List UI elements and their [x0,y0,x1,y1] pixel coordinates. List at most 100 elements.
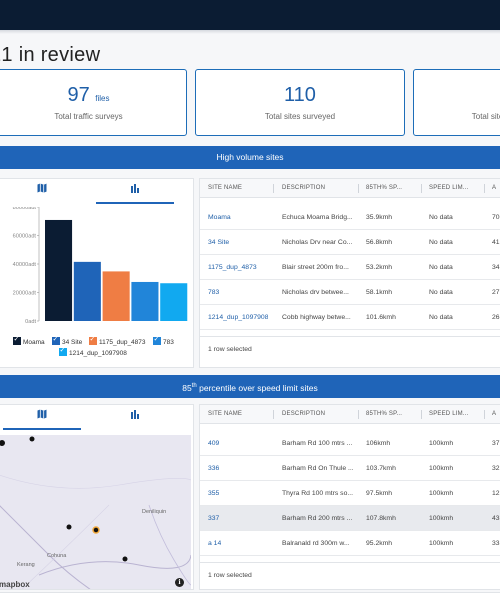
table-row[interactable]: 1175_dup_4873 Blair street 200m fro... 53.… [200,255,500,280]
column-header[interactable]: SITE NAME [208,185,243,191]
table-cell: Nicholas drv betwee... [282,289,349,296]
site-name-link[interactable]: 337 [208,515,220,522]
column-divider[interactable] [358,184,359,193]
table-cell: 34 [492,264,500,271]
legend-checkbox[interactable] [13,335,21,345]
table-cell: 56.8kmh [366,239,393,246]
column-header[interactable]: SITE NAME [208,411,243,417]
column-header[interactable]: DESCRIPTION [282,411,326,417]
bar-783[interactable] [131,281,159,321]
app-header-bar [0,0,500,30]
table-cell: 43 [492,515,500,522]
table-cell: 37 [492,440,500,447]
table-row[interactable]: 1214_dup_1097908 Cobb highway betwe... 101… [200,305,500,330]
table-row[interactable]: 337 Barham Rd 200 mtrs ... 107.8kmh 100kmh 4… [200,506,500,531]
bar-Moama[interactable] [45,219,73,321]
column-divider[interactable] [484,184,485,193]
map-marker[interactable] [29,436,35,442]
column-header[interactable]: 85TH% SP... [366,411,403,417]
site-name-link[interactable]: 355 [208,490,220,497]
table-cell: Nicholas Drv near Co... [282,239,353,246]
header-shadow [0,30,500,34]
table-cell: No data [429,214,453,221]
map-icon [37,409,47,422]
map-label: Deniliquin [142,509,167,515]
legend-item[interactable]: Moama [13,335,45,346]
stat-label: Total traffic surveys [54,112,123,121]
map-marker[interactable] [0,440,5,446]
bar-1214_dup_1097908[interactable] [160,283,188,321]
column-header[interactable]: 85TH% SP... [366,185,403,191]
table-cell: 53.2kmh [366,264,393,271]
table-cell: 41 [492,239,500,246]
table-footer: 1 row selected [200,336,500,361]
site-name-link[interactable]: 34 Site [208,239,230,246]
table-row[interactable]: 355 Thyra Rd 100 mtrs so... 97.5kmh 100kmh 1… [200,481,500,506]
column-divider[interactable] [484,410,485,419]
table-row[interactable]: 336 Barham Rd On Thule ... 103.7kmh 100kmh 3… [200,456,500,481]
column-divider[interactable] [358,410,359,419]
map-marker[interactable] [122,556,128,562]
site-name-link[interactable]: 336 [208,465,220,472]
bar-34 Site[interactable] [73,261,101,321]
speed-limit-table: SITE NAME DESCRIPTION 85TH% SP... SPEED LIM… [200,405,500,589]
tab-chart[interactable] [96,405,174,428]
legend-item[interactable]: 783 [153,335,174,346]
y-tick-label: 20000adt [13,291,37,297]
site-name-link[interactable]: 1214_dup_1097908 [208,314,269,321]
column-divider[interactable] [421,410,422,419]
legend-label: 1214_dup_1097908 [69,350,127,357]
legend-checkbox[interactable] [59,346,67,356]
tab-chart[interactable] [96,179,174,204]
map-label: Kerang [17,562,35,568]
column-header[interactable]: A [492,185,497,191]
map-marker-selected[interactable] [92,526,100,534]
table-row[interactable]: Moama Echuca Moama Bridg... 35.9kmh No data… [200,205,500,230]
map-icon [37,183,47,196]
site-name-link[interactable]: Moama [208,214,231,221]
legend-checkbox[interactable] [153,335,161,345]
y-tick-label: 0adt [25,319,36,325]
column-divider[interactable] [273,410,274,419]
table-cell: 103.7kmh [366,465,396,472]
table-cell: 100kmh [429,540,454,547]
legend-item[interactable]: 1175_dup_4873 [89,335,146,346]
column-header[interactable]: SPEED LIM... [429,185,469,191]
column-header[interactable]: DESCRIPTION [282,185,326,191]
table-cell: 101.6kmh [366,314,396,321]
column-divider[interactable] [273,184,274,193]
column-header[interactable]: A [492,411,497,417]
site-name-link[interactable]: a 14 [208,540,222,547]
legend-label: 34 Site [62,339,83,346]
table-cell: No data [429,314,453,321]
table-cell: 100kmh [429,490,454,497]
legend-checkbox[interactable] [52,335,60,345]
table-row[interactable]: 783 Nicholas drv betwee... 58.1kmh No data 2… [200,280,500,305]
column-divider[interactable] [421,184,422,193]
legend-checkbox[interactable] [89,335,97,345]
site-map[interactable]: Deniliquin Kerang Cohuna mapbox i [0,435,191,589]
chart-legend: Moama 34 Site 1175_dup_4873 783 1214_dup_109… [0,335,195,367]
y-tick-label: 40000adt [13,262,37,268]
table-row[interactable]: 34 Site Nicholas Drv near Co... 56.8kmh No … [200,230,500,255]
site-name-link[interactable]: 783 [208,289,220,296]
table-cell: 27 [492,289,500,296]
site-name-link[interactable]: 1175_dup_4873 [208,264,257,271]
table-row[interactable]: 409 Barham Rd 100 mtrs ... 106kmh 100kmh 37 [200,431,500,456]
mapbox-logo[interactable]: mapbox [0,580,30,589]
table-cell: 33 [492,540,500,547]
tab-map[interactable] [3,179,81,202]
table-row[interactable]: a 14 Balranald rd 300m w... 95.2kmh 100kmh 3… [200,531,500,556]
column-header[interactable]: SPEED LIM... [429,411,469,417]
table-cell: Balranald rd 300m w... [282,540,350,547]
tab-map[interactable] [3,405,81,430]
legend-item[interactable]: 34 Site [52,335,83,346]
table-cell: 97.5kmh [366,490,393,497]
chart-panel: 0adt 20000adt 40000adt 60000adt 80000adt Moa… [0,178,194,368]
site-name-link[interactable]: 409 [208,440,220,447]
legend-item[interactable]: 1214_dup_1097908 [59,346,127,357]
map-marker[interactable] [66,524,72,530]
bar-1175_dup_4873[interactable] [102,271,130,321]
map-info-icon[interactable]: i [175,578,184,587]
table-footer: 1 row selected [200,562,500,587]
